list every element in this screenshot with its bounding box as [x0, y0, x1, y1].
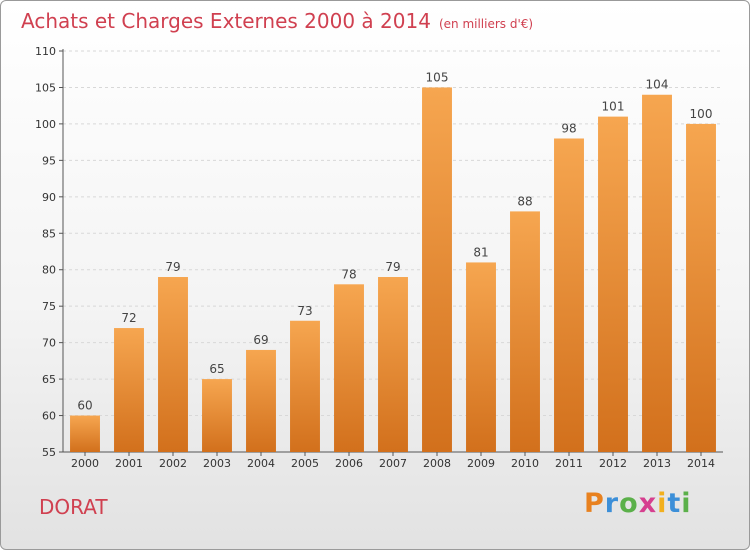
bar-2001: [114, 328, 144, 452]
value-label-2012: 101: [602, 100, 625, 114]
logo-letter: o: [619, 488, 639, 519]
logo-letter: x: [638, 488, 658, 519]
bar-2012: [598, 116, 628, 453]
x-tick-label-2012: 2012: [599, 457, 627, 470]
x-tick-label-2006: 2006: [335, 457, 363, 470]
y-tick-label: 75: [42, 300, 56, 313]
chart-title: Achats et Charges Externes 2000 à 2014 (e…: [21, 9, 533, 33]
value-label-2000: 60: [77, 399, 92, 413]
x-tick-label-2008: 2008: [423, 457, 451, 470]
y-tick-label: 60: [42, 410, 56, 423]
value-label-2014: 100: [690, 107, 713, 121]
x-tick-label-2003: 2003: [203, 457, 231, 470]
y-tick-label: 95: [42, 154, 56, 167]
town-name: DORAT: [39, 495, 108, 519]
bar-2010: [510, 211, 540, 452]
logo-letter: P: [584, 488, 605, 519]
y-tick-label: 90: [42, 191, 56, 204]
bar-2006: [334, 284, 364, 452]
value-label-2002: 79: [165, 260, 180, 274]
value-label-2003: 65: [209, 362, 224, 376]
value-label-2006: 78: [341, 267, 356, 281]
y-tick-label: 105: [35, 81, 56, 94]
x-tick-label-2011: 2011: [555, 457, 583, 470]
y-tick-label: 70: [42, 337, 56, 350]
bar-2002: [158, 277, 188, 452]
x-tick-label-2001: 2001: [115, 457, 143, 470]
bar-2013: [642, 94, 672, 452]
value-label-2008: 105: [426, 70, 449, 84]
x-tick-label-2010: 2010: [511, 457, 539, 470]
logo-letter: r: [604, 488, 620, 519]
bar-2005: [290, 320, 320, 452]
value-label-2005: 73: [297, 304, 312, 318]
value-labels: 60 72 79 65 69 73 78 79 105 81 88 98 101 104 100: [77, 70, 712, 412]
y-tick-label: 55: [42, 446, 56, 459]
value-label-2009: 81: [473, 245, 488, 259]
value-label-2004: 69: [253, 333, 268, 347]
chart-title-text: Achats et Charges Externes 2000 à 2014: [21, 9, 431, 33]
logo-letter: t: [667, 488, 682, 519]
y-tick-label: 85: [42, 227, 56, 240]
bar-2007: [378, 277, 408, 452]
proxiti-logo: Proxiti: [584, 488, 692, 519]
bars: [70, 87, 716, 453]
y-tick-labels: 55 60 65 70 75 80 85 90 95 100 105 110: [35, 45, 56, 459]
value-label-2007: 79: [385, 260, 400, 274]
y-tick-label: 65: [42, 373, 56, 386]
x-tick-label-2009: 2009: [467, 457, 495, 470]
x-tick-label-2002: 2002: [159, 457, 187, 470]
x-tick-label-2013: 2013: [643, 457, 671, 470]
x-tick-label-2000: 2000: [71, 457, 99, 470]
bar-2004: [246, 349, 276, 452]
y-tick-label: 80: [42, 264, 56, 277]
logo-letter: i: [657, 488, 668, 519]
value-label-2001: 72: [121, 311, 136, 325]
bar-2009: [466, 262, 496, 452]
x-tick-label-2004: 2004: [247, 457, 275, 470]
bar-2014: [686, 123, 716, 452]
value-label-2011: 98: [561, 121, 576, 135]
y-tick-label: 110: [35, 45, 56, 58]
x-tick-labels: 2000 2001 2002 2003 2004 2005 2006 2007 2008 2009…: [71, 457, 715, 470]
bar-2000: [70, 415, 100, 452]
x-tick-label-2007: 2007: [379, 457, 407, 470]
x-tick-label-2014: 2014: [687, 457, 715, 470]
bar-2011: [554, 138, 584, 452]
bar-2003: [202, 379, 232, 452]
chart-subtitle: (en milliers d'€): [438, 17, 534, 31]
value-label-2013: 104: [646, 78, 669, 92]
y-tick-label: 100: [35, 118, 56, 131]
logo-letter: i: [681, 488, 692, 519]
value-label-2010: 88: [517, 194, 532, 208]
x-tick-label-2005: 2005: [291, 457, 319, 470]
bar-2008: [422, 87, 452, 453]
